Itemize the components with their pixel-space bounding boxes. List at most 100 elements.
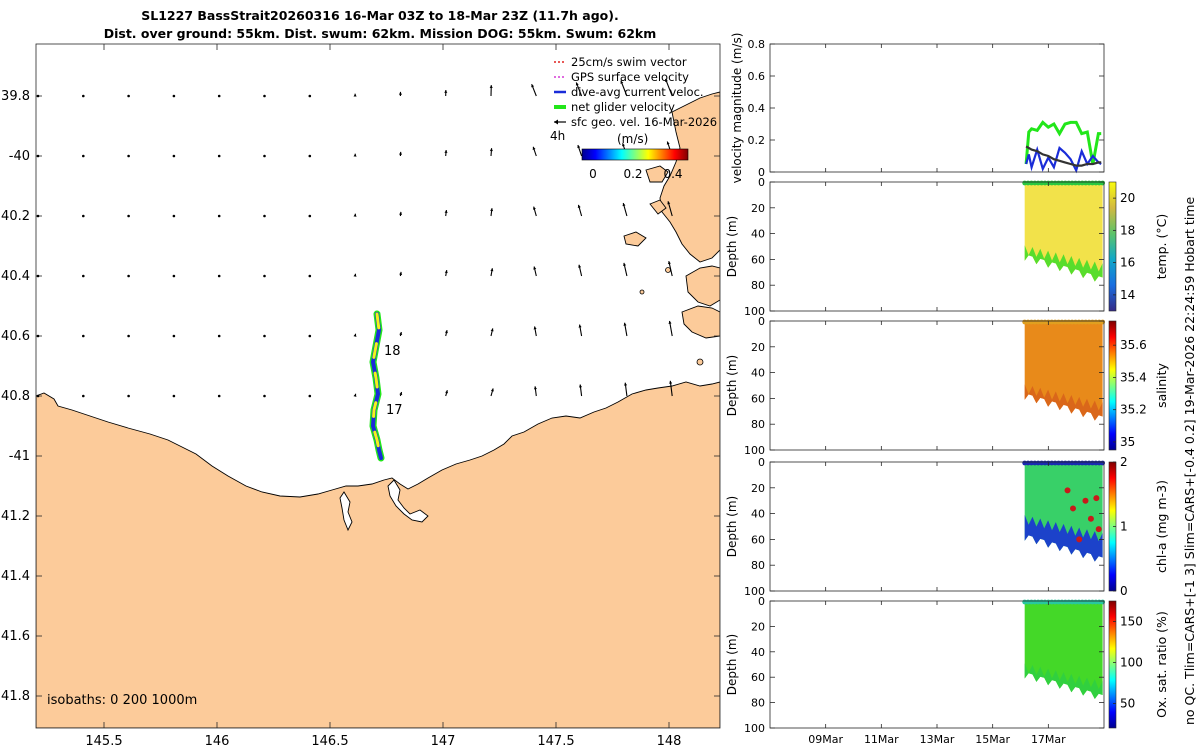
- geo-velocity-arrowhead: [490, 388, 494, 392]
- legend-label: sfc geo. vel. 16-Mar-2026: [571, 115, 717, 129]
- map-ytick-label: 40.2: [1, 209, 30, 224]
- geo-velocity-arrowhead: [490, 268, 494, 272]
- geo-velocity-arrowhead: [353, 273, 357, 277]
- chl-high-sample: [1069, 505, 1076, 512]
- colorbar-tick-label: 35: [1120, 435, 1135, 449]
- ytick-label: 40: [751, 508, 765, 521]
- islet-6: [639, 289, 645, 295]
- colorbar-tick-label: 20: [1120, 191, 1135, 205]
- geo-velocity-arrow: [127, 274, 130, 278]
- geo-velocity-arrow: [36, 154, 40, 158]
- ytick-label: 20: [751, 341, 765, 354]
- side-note: no QC. Tlim=CARS+[-1 3] Slim=CARS+[-0.4 …: [1182, 196, 1197, 725]
- geo-velocity-arrow: [36, 94, 40, 98]
- panel-profile-4: 0 20 40 60 80 100 Depth (m) 50 100 150 Ox. sat. ra…: [725, 595, 1169, 735]
- geo-velocity-arrowhead: [489, 148, 493, 152]
- geo-velocity-arrowhead: [532, 146, 536, 150]
- geo-velocity-arrow: [664, 78, 673, 97]
- map-xtick-label: 146.5: [311, 734, 348, 749]
- geo-velocity-arrow: [263, 334, 266, 338]
- chl-high-sample: [1082, 497, 1089, 504]
- geo-velocity-arrowhead: [669, 380, 673, 384]
- colorbar-label: Ox. sat. ratio (%): [1154, 611, 1169, 718]
- geo-velocity-arrow: [82, 334, 85, 338]
- geo-velocity-arrow: [127, 94, 130, 98]
- cape-barren-island: [685, 265, 720, 307]
- legend-label: net glider velocity: [571, 100, 675, 114]
- ytick-label: 0.8: [748, 38, 766, 51]
- geo-velocity-arrow: [82, 94, 85, 98]
- day-label-18: 18: [384, 344, 401, 359]
- geo-velocity-arrow: [217, 154, 221, 158]
- geo-velocity-arrowhead: [577, 145, 581, 149]
- geo-velocity-arrowhead: [623, 322, 627, 326]
- tasmania-land: [36, 381, 720, 728]
- velocity-series-line: [1025, 145, 1102, 174]
- geo-velocity-arrow: [217, 214, 221, 218]
- panel-profile-2: 0 20 40 60 80 100 Depth (m) 35 35.2 35.4 35.6 salin…: [725, 315, 1169, 457]
- colorbar: [1108, 181, 1117, 312]
- geo-velocity-arrow: [127, 334, 130, 338]
- sfc-geo-velocity-arrows: [36, 78, 673, 398]
- geo-velocity-arrowhead: [398, 151, 403, 155]
- chl-high-sample: [1064, 487, 1071, 494]
- geo-velocity-arrow: [127, 214, 130, 218]
- geo-velocity-arrowhead: [578, 324, 582, 328]
- map-ytick-label: -41: [9, 449, 30, 464]
- ytick-label: 0: [758, 595, 765, 608]
- panel-frame: [769, 43, 1105, 173]
- map-ytick-label: 41.4: [1, 569, 30, 584]
- ytick-label: 100: [744, 444, 765, 457]
- geo-velocity-arrow: [36, 334, 40, 338]
- chl-high-sample: [1093, 495, 1100, 502]
- geo-velocity-arrowhead: [444, 330, 448, 334]
- geo-velocity-arrow: [308, 394, 312, 398]
- chl-high-sample: [1076, 536, 1083, 543]
- chl-high-sample: [1095, 526, 1102, 533]
- colorbar-tick-label: 50: [1120, 696, 1135, 710]
- river-west: [339, 491, 353, 532]
- geo-velocity-arrowhead: [444, 89, 448, 93]
- map-axes: 145.5 146 146.5 147 147.5 148 39.8 -40 40.2 40.4 4…: [1, 44, 720, 749]
- ytick-label: 0.6: [748, 70, 766, 83]
- geo-velocity-arrow: [217, 94, 221, 98]
- ytick-label: 20: [751, 202, 765, 215]
- ytick-label: 100: [744, 722, 765, 735]
- geo-velocity-arrowhead: [399, 391, 403, 396]
- ytick-label: 0: [758, 456, 765, 469]
- geo-velocity-arrow: [127, 394, 130, 398]
- land-masses: [36, 91, 720, 728]
- colorbar-tick-label: 18: [1120, 223, 1135, 237]
- geo-velocity-arrow: [36, 274, 40, 278]
- geo-velocity-arrow: [36, 214, 40, 218]
- colorbar-tick-label: 0: [1120, 584, 1128, 598]
- time-tick-label: 09Mar: [808, 733, 843, 746]
- legend-swatch-head: [554, 119, 558, 125]
- geo-velocity-arrowhead: [399, 331, 403, 336]
- colorbar-tick-label: 0.2: [623, 167, 642, 181]
- time-tick-label: 11Mar: [864, 733, 899, 746]
- ytick-label: 60: [751, 392, 765, 405]
- isobaths-note: isobaths: 0 200 1000m: [47, 693, 197, 708]
- ylabel: Depth (m): [725, 496, 739, 557]
- colorbar-label: chl-a (mg m-3): [1154, 480, 1169, 573]
- geo-velocity-arrowhead: [622, 203, 626, 207]
- geo-velocity-arrowhead: [533, 326, 537, 330]
- geo-velocity-arrowhead: [575, 82, 579, 86]
- time-tick-label: 13Mar: [920, 733, 955, 746]
- map-xtick-label: 148: [657, 734, 682, 749]
- geo-velocity-arrowhead: [444, 270, 448, 274]
- ytick-label: 60: [751, 253, 765, 266]
- geo-velocity-arrow: [172, 334, 176, 338]
- geo-velocity-arrowhead: [623, 262, 627, 266]
- geo-velocity-arrowhead: [444, 150, 448, 153]
- geo-velocity-arrowhead: [399, 271, 403, 275]
- geo-velocity-arrow: [82, 214, 85, 218]
- profile-field: [1024, 182, 1103, 282]
- ytick-label: 40: [751, 228, 765, 241]
- legend-4h-label: 4h: [550, 129, 565, 143]
- map-panel: 145.5 146 146.5 147 147.5 148 39.8 -40 40.2 40.4 4…: [1, 43, 721, 749]
- geo-velocity-arrowhead: [666, 141, 670, 145]
- map-ytick-label: 41.2: [1, 509, 30, 524]
